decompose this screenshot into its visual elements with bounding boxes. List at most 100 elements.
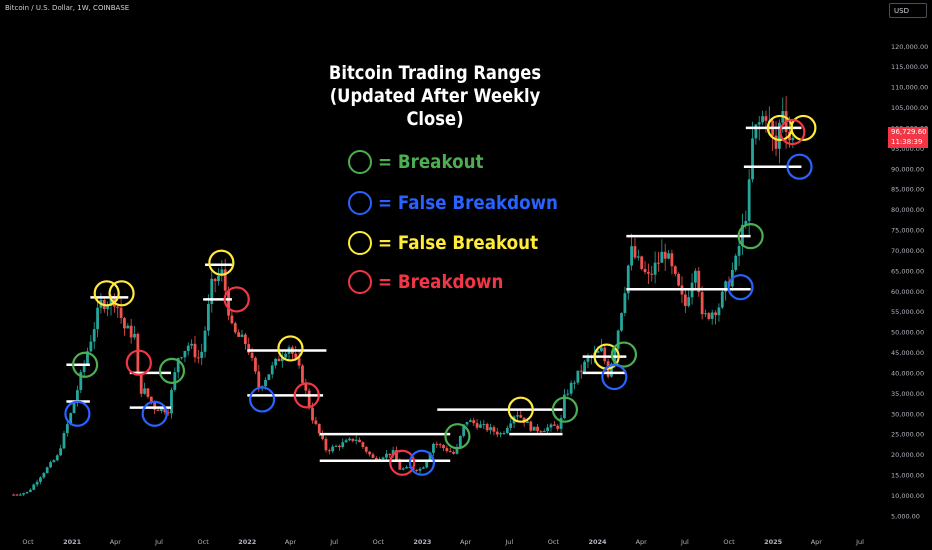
legend-false-breakout: = False Breakout bbox=[348, 228, 560, 258]
candle-body bbox=[237, 332, 241, 337]
candle-body bbox=[25, 491, 29, 494]
time-axis[interactable]: Oct 2021 Apr Jul Oct 2022 Apr Jul Oct 2023 Apr Jul O… bbox=[22, 538, 864, 546]
legend-breakout-label: = Breakout bbox=[378, 151, 484, 173]
price-tick-label: 95,000.00 bbox=[891, 145, 924, 153]
price-axis[interactable]: 120,000.00 115,000.00 110,000.00 105,000.00… bbox=[891, 43, 928, 521]
candle-body bbox=[250, 352, 254, 358]
price-tick-label: 50,000.00 bbox=[891, 329, 924, 337]
candle-body bbox=[304, 382, 308, 391]
candle-body bbox=[428, 452, 432, 460]
candle-body bbox=[324, 438, 328, 451]
time-tick-label: Apr bbox=[460, 538, 472, 546]
candle-body bbox=[509, 423, 513, 428]
candle-body bbox=[616, 330, 620, 349]
chart-title-line-1: Bitcoin Trading Ranges bbox=[328, 62, 542, 84]
false-breakdown-marker bbox=[727, 274, 754, 301]
price-tick-label: 115,000.00 bbox=[891, 63, 928, 71]
candle-body bbox=[106, 305, 110, 310]
candle-body bbox=[462, 424, 466, 436]
candle-body bbox=[257, 371, 261, 388]
candle-body bbox=[159, 407, 163, 411]
candle-body bbox=[405, 467, 408, 469]
time-tick-label: Jul bbox=[680, 538, 689, 546]
candle-body bbox=[475, 423, 479, 428]
breakout-marker bbox=[610, 341, 638, 368]
candle-body bbox=[559, 418, 563, 429]
candles-layer bbox=[12, 96, 795, 497]
candle-body bbox=[156, 409, 160, 411]
candle-body bbox=[82, 363, 86, 373]
candle-body bbox=[432, 443, 435, 453]
currency-selector[interactable]: USD bbox=[889, 3, 927, 18]
price-tick-label: 15,000.00 bbox=[891, 472, 924, 480]
candle-body bbox=[452, 451, 455, 454]
candle-body bbox=[667, 253, 670, 259]
false-breakdown-marker bbox=[64, 400, 91, 427]
candle-body bbox=[361, 442, 365, 447]
false-breakout-marker bbox=[108, 280, 135, 307]
candle-body bbox=[754, 124, 758, 139]
candle-body bbox=[186, 345, 190, 351]
time-tick-label: Oct bbox=[723, 538, 735, 546]
candle-body bbox=[183, 350, 187, 358]
candle-body bbox=[620, 313, 623, 331]
false-breakdown-marker bbox=[249, 386, 276, 413]
red-circle-icon bbox=[348, 270, 372, 294]
candle-body bbox=[28, 489, 32, 492]
candle-body bbox=[546, 427, 550, 432]
candle-body bbox=[438, 444, 442, 446]
time-tick-label: Jul bbox=[855, 538, 864, 546]
price-tick-label: 65,000.00 bbox=[891, 267, 924, 275]
time-tick-label: Apr bbox=[110, 538, 122, 546]
candle-body bbox=[764, 116, 768, 121]
candle-body bbox=[190, 343, 194, 346]
candle-body bbox=[39, 477, 42, 482]
candle-body bbox=[327, 450, 331, 452]
legend-false-breakdown: = False Breakdown bbox=[348, 188, 582, 218]
candle-body bbox=[280, 357, 284, 362]
price-tick-label: 40,000.00 bbox=[891, 369, 924, 377]
candle-body bbox=[72, 402, 76, 414]
breakout-marker bbox=[158, 357, 186, 384]
candle-body bbox=[163, 407, 167, 413]
breakout-marker bbox=[551, 396, 579, 423]
candle-body bbox=[203, 330, 207, 352]
time-tick-label: Apr bbox=[285, 538, 297, 546]
false-breakdown-marker bbox=[408, 449, 436, 476]
candle-body bbox=[388, 453, 392, 456]
breakdown-marker bbox=[223, 286, 250, 313]
candle-body bbox=[647, 272, 650, 274]
false-breakout-marker bbox=[277, 335, 304, 362]
candle-body bbox=[653, 262, 657, 275]
candle-body bbox=[499, 433, 503, 435]
candle-body bbox=[556, 425, 560, 429]
candle-body bbox=[683, 294, 687, 306]
candle-body bbox=[687, 297, 691, 306]
candle-body bbox=[774, 135, 778, 149]
candle-body bbox=[640, 256, 644, 269]
candle-body bbox=[710, 312, 714, 319]
candle-body bbox=[791, 137, 795, 141]
candle-body bbox=[86, 351, 89, 364]
candle-body bbox=[119, 307, 123, 319]
candle-body bbox=[673, 266, 677, 274]
legend-breakdown: = Breakdown bbox=[348, 267, 520, 297]
candle-body bbox=[230, 315, 234, 324]
candle-body bbox=[542, 431, 546, 433]
candle-body bbox=[734, 255, 738, 270]
candle-body bbox=[52, 460, 56, 463]
candle-body bbox=[563, 394, 566, 419]
candle-body bbox=[700, 292, 704, 315]
candle-body bbox=[650, 273, 654, 275]
candle-body bbox=[284, 353, 288, 358]
candle-body bbox=[391, 450, 395, 456]
candle-body bbox=[217, 275, 220, 282]
candle-body bbox=[626, 265, 630, 294]
candle-body bbox=[479, 424, 482, 428]
candle-body bbox=[677, 273, 681, 286]
price-tick-label: 5,000.00 bbox=[891, 512, 920, 520]
price-tick-label: 60,000.00 bbox=[891, 288, 924, 296]
candle-body bbox=[539, 431, 543, 433]
breakdown-marker bbox=[293, 382, 320, 409]
